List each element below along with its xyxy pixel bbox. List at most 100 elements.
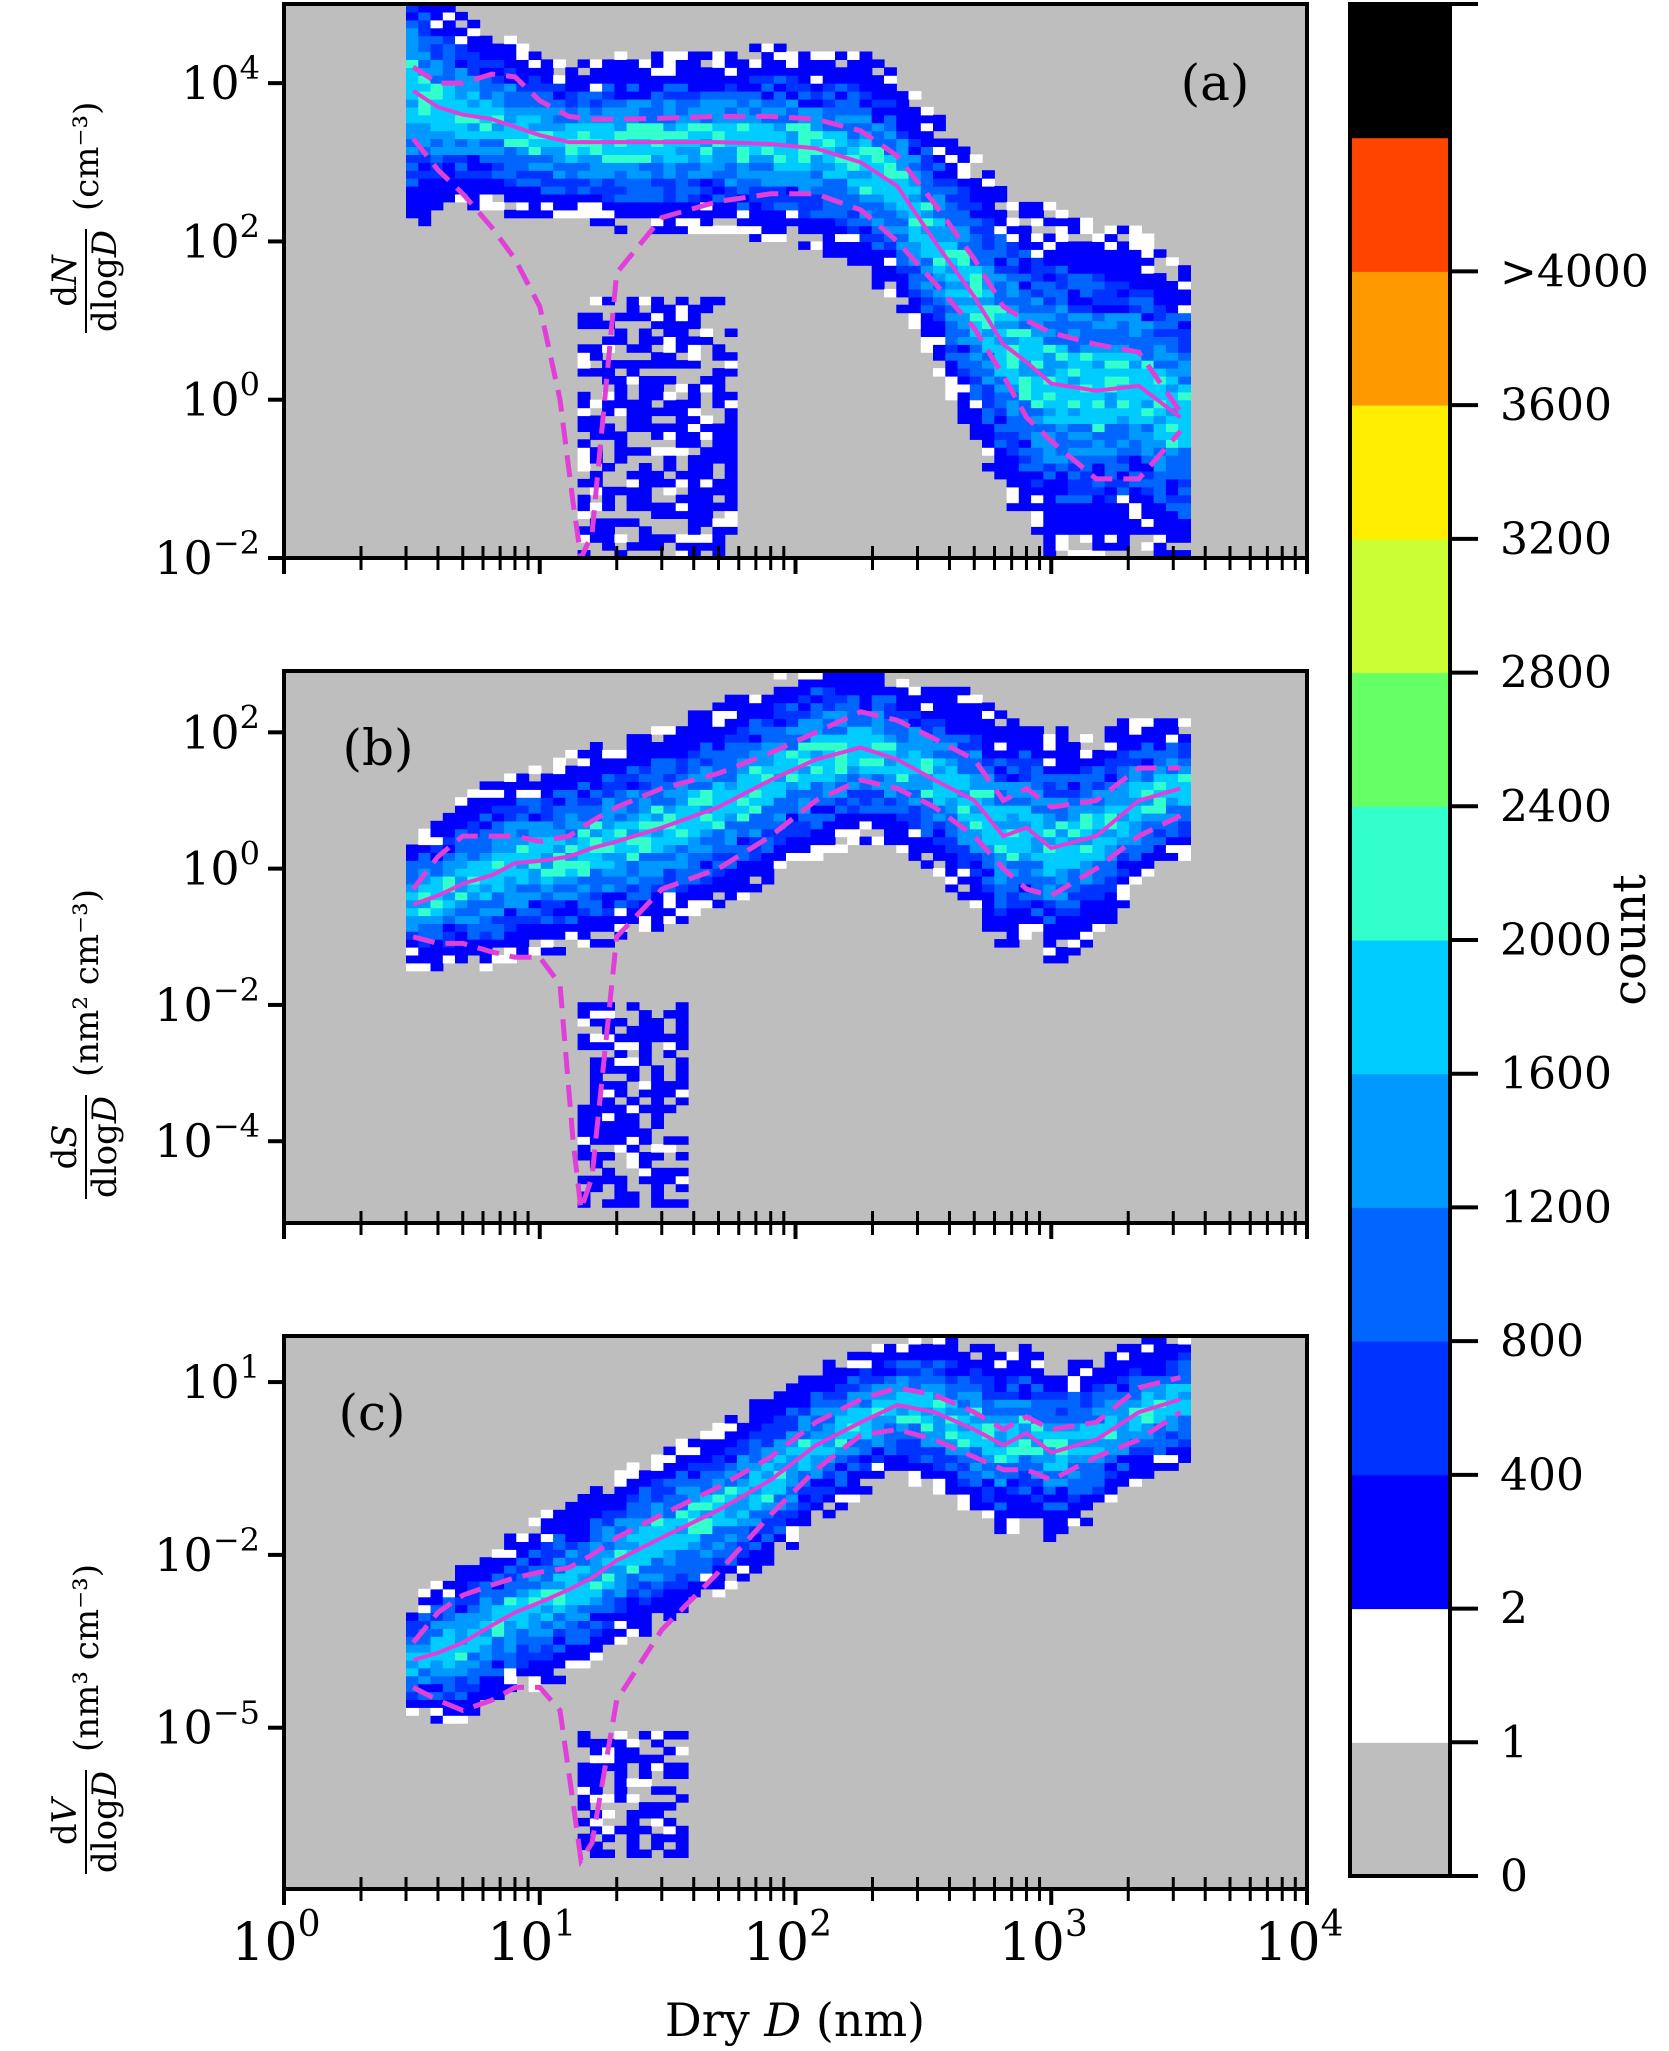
density-cell [418, 1683, 432, 1693]
density-cell [614, 391, 628, 401]
density-cell [614, 820, 628, 830]
density-cell [847, 83, 861, 92]
density-cell [859, 217, 873, 227]
upper-percentile-line [411, 64, 1183, 414]
density-cell [626, 344, 640, 353]
density-cell [761, 828, 775, 838]
density-cell [516, 781, 530, 790]
density-cell [761, 742, 775, 751]
density-cell [1178, 415, 1191, 424]
density-cell [675, 726, 689, 735]
density-cell [871, 106, 885, 116]
density-cell [1031, 304, 1044, 314]
density-cell [540, 1652, 554, 1661]
density-cell [406, 962, 419, 972]
density-cell [810, 122, 824, 132]
density-cell [1153, 296, 1167, 306]
density-cell [994, 939, 1008, 948]
density-cell [504, 1636, 517, 1645]
density-cell [933, 1375, 946, 1384]
density-cell [602, 1525, 615, 1535]
density-cell [651, 360, 664, 369]
density-cell [724, 876, 738, 885]
density-cell [884, 686, 897, 696]
density-cell [871, 836, 885, 846]
density-cell [1080, 415, 1093, 424]
density-cell [687, 455, 701, 464]
density-cell [455, 138, 468, 147]
density-cell [773, 734, 787, 743]
density-cell [1116, 542, 1130, 551]
density-cell [773, 154, 787, 163]
density-cell [700, 1446, 714, 1456]
density-cell [626, 757, 640, 767]
density-cell [700, 106, 714, 116]
density-cell [761, 1525, 775, 1535]
density-cell [724, 99, 738, 108]
density-cell [565, 781, 579, 790]
density-cell [614, 1596, 628, 1606]
density-cell [761, 1470, 775, 1479]
density-cell [933, 797, 946, 806]
density-cell [1055, 749, 1069, 759]
density-cell [1178, 304, 1191, 314]
density-cell [467, 1620, 481, 1629]
density-cell [626, 876, 640, 885]
density-cell [798, 765, 812, 775]
density-cell [467, 106, 481, 116]
density-cell [994, 360, 1008, 369]
density-cell [406, 907, 419, 917]
density-cell [736, 114, 750, 124]
density-cell [602, 1152, 615, 1161]
density-cell [467, 1675, 481, 1685]
density-cell [516, 923, 530, 932]
density-cell [1055, 931, 1069, 940]
density-cell [749, 868, 763, 877]
density-cell [969, 789, 983, 798]
density-cell [736, 1549, 750, 1558]
density-cell [945, 1343, 959, 1353]
density-cell [565, 931, 579, 940]
density-cell [700, 542, 714, 551]
density-cell [675, 1573, 689, 1582]
density-cell [847, 225, 861, 235]
density-cell [638, 907, 652, 917]
density-cell [920, 686, 934, 696]
density-cell [884, 83, 897, 92]
density-cell [1092, 907, 1106, 917]
density-cell [467, 1604, 481, 1614]
density-cell [491, 789, 505, 798]
density-cell [442, 130, 456, 140]
density-cell [479, 75, 493, 84]
density-cell [1031, 265, 1044, 274]
density-cell [589, 526, 603, 535]
density-cell [1104, 360, 1118, 369]
density-cell [994, 1470, 1008, 1479]
density-cell [455, 11, 468, 21]
density-cell [810, 1375, 824, 1384]
density-cell [1055, 726, 1069, 735]
density-cell [1141, 328, 1155, 337]
density-cell [896, 702, 910, 711]
ylabel-num-d-b: d [45, 1148, 85, 1170]
density-cell [638, 1175, 652, 1185]
density-cell [896, 749, 910, 759]
density-cell [626, 304, 640, 314]
density-cell [638, 1128, 652, 1137]
density-cell [933, 368, 946, 377]
density-cell [994, 304, 1008, 314]
density-cell [700, 1517, 714, 1527]
density-cell [982, 820, 995, 830]
density-cell [687, 749, 701, 759]
density-cell [467, 138, 481, 147]
density-cell [516, 844, 530, 853]
density-cell [724, 106, 738, 116]
density-cell [810, 209, 824, 219]
density-cell [786, 726, 799, 735]
density-cell [528, 186, 542, 195]
density-cell [1018, 1486, 1032, 1495]
density-cell [614, 162, 628, 171]
density-cell [663, 336, 677, 345]
density-cell [540, 1573, 554, 1582]
density-cell [1006, 749, 1020, 759]
